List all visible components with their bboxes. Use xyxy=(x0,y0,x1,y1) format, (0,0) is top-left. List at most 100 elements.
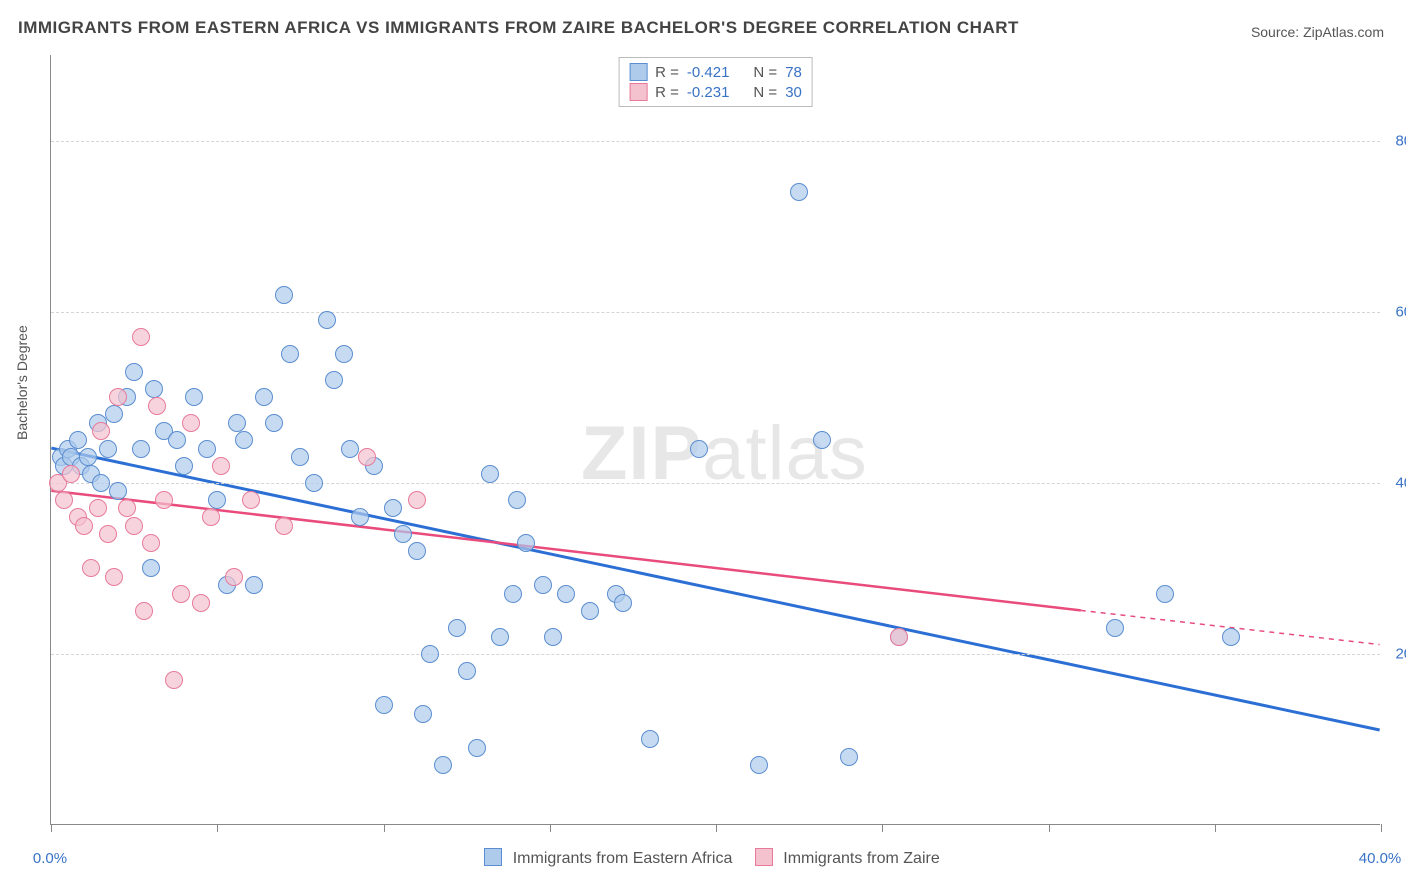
chart-title: IMMIGRANTS FROM EASTERN AFRICA VS IMMIGR… xyxy=(18,18,1019,38)
data-point xyxy=(82,559,100,577)
gridline xyxy=(51,654,1380,655)
data-point xyxy=(790,183,808,201)
legend-swatch-pink xyxy=(629,83,647,101)
legend-swatch-blue xyxy=(484,848,502,866)
data-point xyxy=(148,397,166,415)
watermark: ZIPatlas xyxy=(581,410,868,497)
data-point xyxy=(641,730,659,748)
data-point xyxy=(890,628,908,646)
data-point xyxy=(1106,619,1124,637)
data-point xyxy=(125,517,143,535)
n-label: N = xyxy=(753,64,777,81)
data-point xyxy=(517,534,535,552)
data-point xyxy=(132,440,150,458)
data-point xyxy=(291,448,309,466)
data-point xyxy=(125,363,143,381)
data-point xyxy=(813,431,831,449)
data-point xyxy=(840,748,858,766)
n-value: 30 xyxy=(785,84,802,101)
y-tick-label: 40.0% xyxy=(1395,474,1406,491)
data-point xyxy=(265,414,283,432)
data-point xyxy=(281,345,299,363)
data-point xyxy=(89,499,107,517)
data-point xyxy=(192,594,210,612)
data-point xyxy=(275,286,293,304)
data-point xyxy=(750,756,768,774)
correlation-legend: R = -0.421 N = 78 R = -0.231 N = 30 xyxy=(618,57,813,107)
data-point xyxy=(109,388,127,406)
data-point xyxy=(508,491,526,509)
legend-swatch-blue xyxy=(629,63,647,81)
data-point xyxy=(228,414,246,432)
x-tick xyxy=(716,824,717,832)
series-legend: Immigrants from Eastern Africa Immigrant… xyxy=(0,848,1406,868)
data-point xyxy=(481,465,499,483)
data-point xyxy=(145,380,163,398)
data-point xyxy=(557,585,575,603)
data-point xyxy=(208,491,226,509)
data-point xyxy=(118,499,136,517)
data-point xyxy=(155,491,173,509)
x-tick xyxy=(882,824,883,832)
n-value: 78 xyxy=(785,64,802,81)
data-point xyxy=(62,465,80,483)
source-attribution: Source: ZipAtlas.com xyxy=(1251,24,1384,40)
data-point xyxy=(358,448,376,466)
y-tick-label: 60.0% xyxy=(1395,303,1406,320)
data-point xyxy=(132,328,150,346)
legend-label-series2: Immigrants from Zaire xyxy=(783,850,939,867)
legend-row-series1: R = -0.421 N = 78 xyxy=(629,62,802,82)
x-tick-label: 40.0% xyxy=(1359,850,1402,867)
data-point xyxy=(55,491,73,509)
data-point xyxy=(544,628,562,646)
y-tick-label: 80.0% xyxy=(1395,132,1406,149)
data-point xyxy=(408,491,426,509)
x-tick xyxy=(1049,824,1050,832)
data-point xyxy=(212,457,230,475)
data-point xyxy=(318,311,336,329)
data-point xyxy=(305,474,323,492)
data-point xyxy=(92,474,110,492)
y-tick-label: 20.0% xyxy=(1395,645,1406,662)
data-point xyxy=(468,739,486,757)
data-point xyxy=(135,602,153,620)
x-tick xyxy=(1215,824,1216,832)
data-point xyxy=(1156,585,1174,603)
data-point xyxy=(534,576,552,594)
data-point xyxy=(690,440,708,458)
legend-label-series1: Immigrants from Eastern Africa xyxy=(513,850,733,867)
data-point xyxy=(581,602,599,620)
data-point xyxy=(614,594,632,612)
r-label: R = xyxy=(655,64,679,81)
data-point xyxy=(79,448,97,466)
scatter-chart: ZIPatlas R = -0.421 N = 78 R = -0.231 N … xyxy=(50,55,1380,825)
data-point xyxy=(142,534,160,552)
r-value: -0.231 xyxy=(687,84,730,101)
data-point xyxy=(434,756,452,774)
data-point xyxy=(335,345,353,363)
x-tick-label: 0.0% xyxy=(33,850,67,867)
data-point xyxy=(198,440,216,458)
data-point xyxy=(69,431,87,449)
data-point xyxy=(142,559,160,577)
data-point xyxy=(491,628,509,646)
data-point xyxy=(105,405,123,423)
data-point xyxy=(255,388,273,406)
data-point xyxy=(105,568,123,586)
data-point xyxy=(375,696,393,714)
legend-swatch-pink xyxy=(755,848,773,866)
data-point xyxy=(504,585,522,603)
gridline xyxy=(51,141,1380,142)
gridline xyxy=(51,312,1380,313)
data-point xyxy=(448,619,466,637)
data-point xyxy=(458,662,476,680)
data-point xyxy=(99,440,117,458)
data-point xyxy=(168,431,186,449)
data-point xyxy=(99,525,117,543)
data-point xyxy=(202,508,220,526)
data-point xyxy=(408,542,426,560)
data-point xyxy=(172,585,190,603)
x-tick xyxy=(51,824,52,832)
data-point xyxy=(1222,628,1240,646)
n-label: N = xyxy=(753,84,777,101)
